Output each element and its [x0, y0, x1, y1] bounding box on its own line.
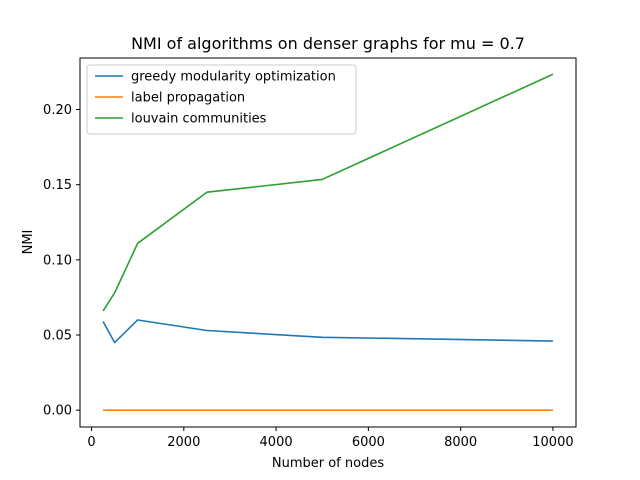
x-tick-label: 6000	[352, 435, 385, 450]
x-tick-label: 10000	[532, 435, 573, 450]
y-tick-label: 0.05	[43, 329, 72, 344]
series-line-greedy-modularity-optimization	[102, 319, 553, 344]
x-tick-label: 4000	[260, 435, 293, 450]
x-axis-title: Number of nodes	[272, 456, 384, 471]
y-tick-label: 0.20	[43, 103, 72, 118]
legend-label-louvain-communities: louvain communities	[131, 112, 267, 127]
y-tick-label: 0.15	[43, 178, 72, 193]
y-axis-title: NMI	[21, 230, 36, 255]
series-line-louvain-communities	[102, 73, 554, 312]
x-axis: 0 2000 4000 6000 8000 10000	[87, 427, 574, 450]
x-tick-label: 2000	[167, 435, 200, 450]
chart-title: NMI of algorithms on denser graphs for m…	[131, 34, 525, 53]
plot-area	[102, 73, 554, 411]
y-tick-label: 0.10	[43, 253, 72, 268]
legend-label-label-propagation: label propagation	[131, 91, 245, 106]
y-axis: 0.00 0.05 0.10 0.15 0.20	[43, 103, 80, 419]
legend-box	[86, 64, 357, 135]
plot-frame	[79, 57, 577, 428]
y-tick-label: 0.00	[43, 404, 72, 419]
x-tick-label: 0	[87, 435, 95, 450]
legend-label-greedy-modularity-optimization: greedy modularity optimization	[131, 70, 336, 85]
x-tick-label: 8000	[444, 435, 477, 450]
legend: greedy modularity optimization label prop…	[86, 64, 357, 135]
